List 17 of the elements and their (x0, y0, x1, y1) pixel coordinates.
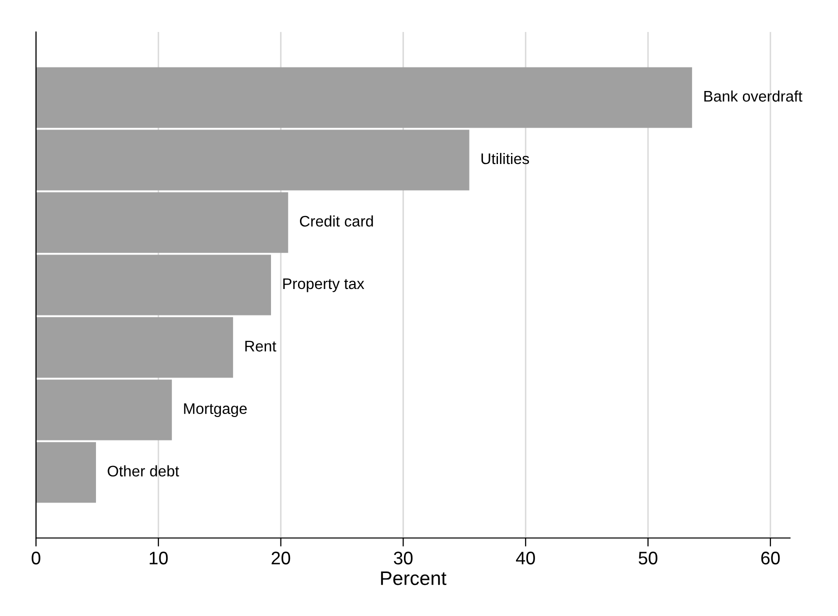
x-tick-label: 10 (150, 552, 168, 564)
y-tick-label: Mortgage (184, 403, 247, 418)
bar (36, 67, 692, 128)
y-tick-label: Rent (245, 340, 276, 352)
x-tick-label: 40 (516, 552, 535, 564)
x-tick-label: 60 (761, 552, 780, 564)
y-tick-label: Other debt (108, 465, 180, 477)
x-axis-title: Percent (381, 572, 446, 586)
bar (36, 442, 96, 503)
y-tick-label: Utilities (482, 152, 530, 164)
y-tick-label: Property tax (283, 278, 364, 292)
y-tick-label: Credit card (300, 215, 373, 227)
x-tick-label: 30 (394, 552, 413, 564)
x-tick-label: 20 (272, 552, 290, 564)
x-tick-label: 0 (32, 552, 40, 564)
y-tick-label: Bank overdraft (704, 90, 802, 102)
x-tick-label: 50 (638, 552, 658, 564)
